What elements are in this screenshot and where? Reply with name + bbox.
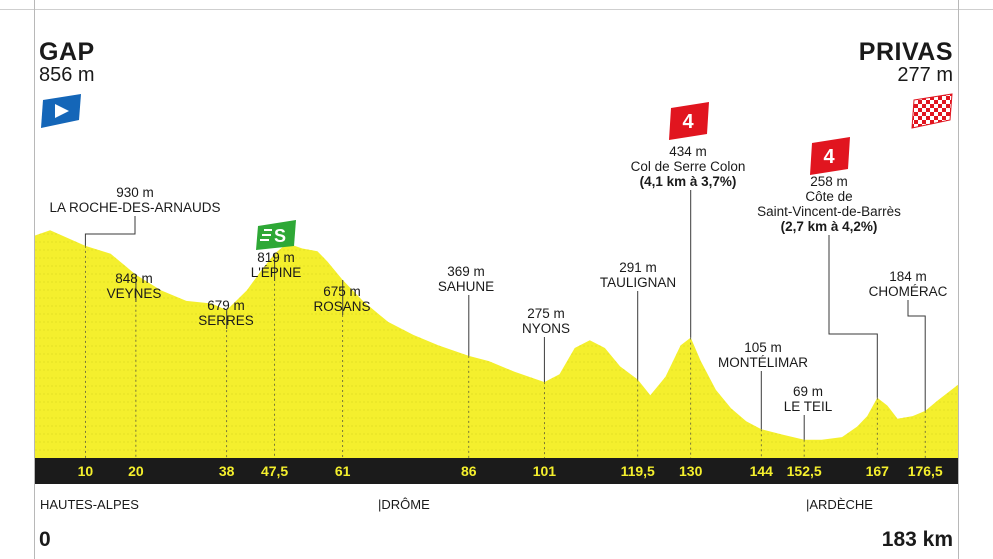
distance-end: 183 km	[881, 528, 953, 551]
waypoint-leader-line	[84, 216, 136, 246]
start-town: GAP	[39, 38, 95, 66]
climb-detail: (2,7 km à 4,2%)	[781, 219, 878, 234]
km-marker-label: 130	[679, 463, 703, 479]
waypoint: 819 mL'ÉPINE S	[251, 220, 302, 458]
elevation-area	[35, 230, 958, 458]
waypoint-altitude: 679 m	[207, 298, 245, 313]
km-labels: 10 20 38 47,5 61 86 101 119,5 130 144 152,5 167 176,…	[78, 463, 943, 479]
waypoint: 69 mLE TEIL	[784, 384, 833, 458]
km-marker-label: 20	[128, 463, 144, 479]
waypoint-name: MONTÉLIMAR	[718, 355, 808, 370]
finish-flag-icon	[911, 93, 953, 129]
svg-text:S: S	[274, 226, 286, 246]
km-marker-label: 38	[219, 463, 235, 479]
waypoint-name: Saint-Vincent-de-Barrès	[757, 204, 901, 219]
waypoint-altitude: 930 m	[116, 185, 154, 200]
waypoint-altitude: 258 m	[810, 174, 848, 189]
waypoint-name: Col de Serre Colon	[631, 159, 746, 174]
finish-altitude: 277 m	[897, 64, 953, 86]
waypoint-altitude: 105 m	[744, 340, 782, 355]
km-marker-label: 167	[866, 463, 890, 479]
km-marker-label: 101	[533, 463, 557, 479]
waypoint-name: ROSANS	[313, 299, 370, 314]
waypoint: 930 mLA ROCHE-DES-ARNAUDS	[49, 185, 221, 458]
frame-right-border	[958, 0, 959, 559]
region-drome: |DRÔME	[378, 497, 430, 512]
climb-detail: (4,1 km à 3,7%)	[640, 174, 737, 189]
km-marker-label: 47,5	[261, 463, 288, 479]
waypoint-altitude: 291 m	[619, 260, 657, 275]
frame-left-border	[34, 0, 35, 559]
waypoint-altitude: 275 m	[527, 306, 565, 321]
svg-text:4: 4	[682, 111, 694, 133]
km-marker-label: 144	[750, 463, 774, 479]
frame-top-border	[0, 9, 993, 10]
climb-cat4-icon: 4	[810, 137, 850, 175]
waypoint-name: LE TEIL	[784, 399, 833, 414]
svg-text:4: 4	[823, 146, 835, 168]
waypoint-altitude: 184 m	[889, 269, 927, 284]
waypoint-name: SAHUNE	[438, 279, 494, 294]
km-marker-label: 176,5	[908, 463, 943, 479]
waypoint-altitude: 675 m	[323, 284, 361, 299]
km-marker-label: 86	[461, 463, 477, 479]
start-flag-icon	[41, 94, 81, 128]
waypoint-altitude: 819 m	[257, 250, 295, 265]
waypoint-name: CHOMÉRAC	[869, 284, 948, 299]
waypoint-name: LA ROCHE-DES-ARNAUDS	[49, 200, 220, 215]
distance-bar	[35, 458, 958, 484]
climb-cat4-icon: 4	[669, 102, 709, 140]
waypoint-altitude: 69 m	[793, 384, 823, 399]
waypoint-name: L'ÉPINE	[251, 265, 302, 280]
waypoint-altitude: 434 m	[669, 144, 707, 159]
waypoint-altitude: 848 m	[115, 271, 153, 286]
km-marker-label: 152,5	[787, 463, 822, 479]
km-marker-label: 61	[335, 463, 351, 479]
km-marker-label: 119,5	[621, 463, 655, 479]
finish-town: PRIVAS	[858, 38, 953, 66]
waypoint-name: TAULIGNAN	[600, 275, 676, 290]
distance-start: 0	[39, 528, 51, 551]
km-marker-label: 10	[78, 463, 94, 479]
waypoint-leader-line	[907, 300, 926, 411]
region-ardeche: |ARDÈCHE	[806, 497, 873, 512]
waypoint-name: VEYNES	[107, 286, 162, 301]
waypoint-name: SERRES	[198, 313, 254, 328]
waypoint-name: NYONS	[522, 321, 570, 336]
waypoint-leader-line	[828, 235, 878, 398]
waypoint-altitude: 369 m	[447, 264, 485, 279]
waypoint-name: Côte de	[805, 189, 852, 204]
region-hautes-alpes: HAUTES-ALPES	[40, 497, 139, 512]
start-altitude: 856 m	[39, 64, 95, 86]
sprint-icon: S	[256, 220, 296, 250]
